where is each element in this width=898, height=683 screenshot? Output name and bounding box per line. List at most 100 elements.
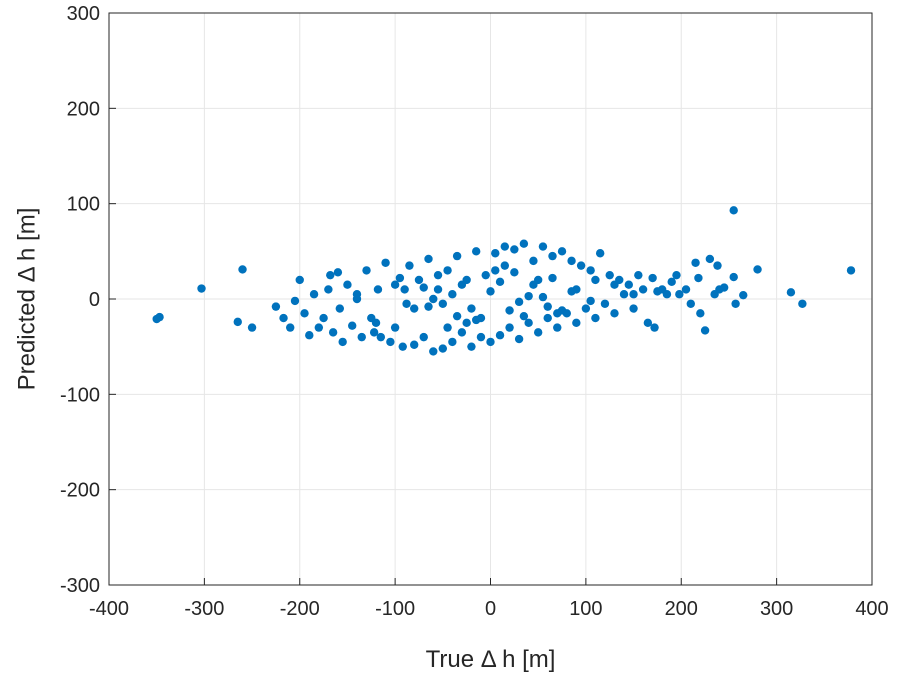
data-point (591, 313, 600, 323)
data-point (438, 299, 448, 308)
data-point (731, 299, 740, 308)
data-point (348, 321, 357, 330)
x-tick-label: 400 (855, 598, 888, 620)
data-point (629, 290, 638, 299)
data-point (390, 323, 400, 332)
data-point (786, 288, 796, 297)
y-tick-label: 100 (67, 194, 100, 216)
data-point (247, 323, 257, 332)
data-point (529, 280, 538, 289)
data-point (343, 280, 352, 289)
data-point (443, 323, 452, 332)
data-point (376, 332, 386, 342)
data-point (696, 309, 705, 318)
data-point (675, 290, 684, 299)
data-point (452, 251, 462, 261)
data-point (319, 313, 328, 323)
data-point (238, 265, 247, 274)
data-point (429, 347, 438, 356)
data-point (390, 280, 400, 289)
y-tick-label: -200 (60, 480, 100, 502)
data-point (155, 312, 164, 322)
data-point (705, 254, 715, 264)
data-point (424, 302, 433, 311)
data-point (491, 249, 500, 258)
data-point (486, 287, 495, 296)
data-point (643, 318, 653, 328)
data-point (424, 254, 433, 264)
data-point (538, 242, 548, 251)
data-point (352, 294, 362, 304)
data-point (610, 309, 619, 318)
y-tick-label: 0 (89, 289, 100, 311)
data-point (305, 331, 314, 340)
data-point (846, 266, 856, 275)
data-point (197, 284, 206, 293)
data-point (595, 249, 605, 258)
data-point (419, 332, 428, 342)
data-point (567, 287, 576, 296)
data-point (586, 266, 595, 275)
data-point (491, 266, 500, 275)
data-point (471, 247, 481, 256)
data-point (729, 272, 738, 282)
data-point (681, 285, 691, 294)
data-points (152, 206, 856, 356)
data-point (629, 304, 638, 313)
data-point (650, 323, 659, 332)
data-point (519, 311, 529, 321)
x-tick-label: 100 (569, 598, 602, 620)
data-point (713, 261, 722, 270)
data-point (557, 306, 567, 315)
data-point (400, 285, 409, 294)
x-tick-label: -200 (280, 598, 320, 620)
data-point (405, 261, 414, 270)
data-point (634, 270, 643, 280)
data-point (605, 270, 614, 280)
data-point (719, 283, 729, 292)
y-tick-label: 300 (67, 3, 100, 25)
tick-labels: -400 -300 -200 -100 0 100 200 300 400-300-200-10… (60, 3, 889, 620)
data-point (529, 256, 538, 266)
data-point (495, 277, 505, 287)
data-point (457, 328, 467, 337)
x-axis-label: True Δ h [m] (426, 646, 556, 673)
data-point (591, 275, 600, 285)
x-tick-label: 200 (665, 598, 698, 620)
data-point (524, 291, 533, 301)
data-point (519, 239, 529, 248)
data-point (500, 261, 510, 270)
data-point (373, 285, 383, 294)
data-point (369, 328, 379, 337)
data-point (798, 299, 807, 308)
data-point (410, 340, 419, 349)
data-point (467, 304, 476, 313)
data-point (538, 292, 548, 302)
data-point (553, 323, 562, 332)
data-point (457, 280, 467, 289)
data-point (419, 283, 428, 292)
data-point (290, 296, 300, 306)
data-point (567, 256, 576, 266)
data-point (510, 245, 519, 254)
data-point (335, 304, 345, 313)
y-tick-label: -300 (60, 575, 100, 597)
data-point (476, 332, 486, 342)
data-point (271, 302, 281, 311)
data-point (514, 297, 524, 307)
data-point (729, 206, 738, 215)
data-point (448, 290, 457, 299)
data-point (300, 309, 309, 318)
data-point (739, 290, 748, 300)
data-point (486, 337, 495, 347)
data-point (500, 242, 510, 251)
data-point (543, 313, 552, 323)
y-tick-label: 200 (67, 98, 100, 120)
data-point (686, 299, 695, 308)
data-point (533, 328, 543, 337)
data-point (581, 304, 591, 313)
data-point (386, 337, 395, 347)
data-point (414, 275, 424, 285)
y-tick-label: -100 (60, 384, 100, 406)
data-point (572, 318, 581, 328)
